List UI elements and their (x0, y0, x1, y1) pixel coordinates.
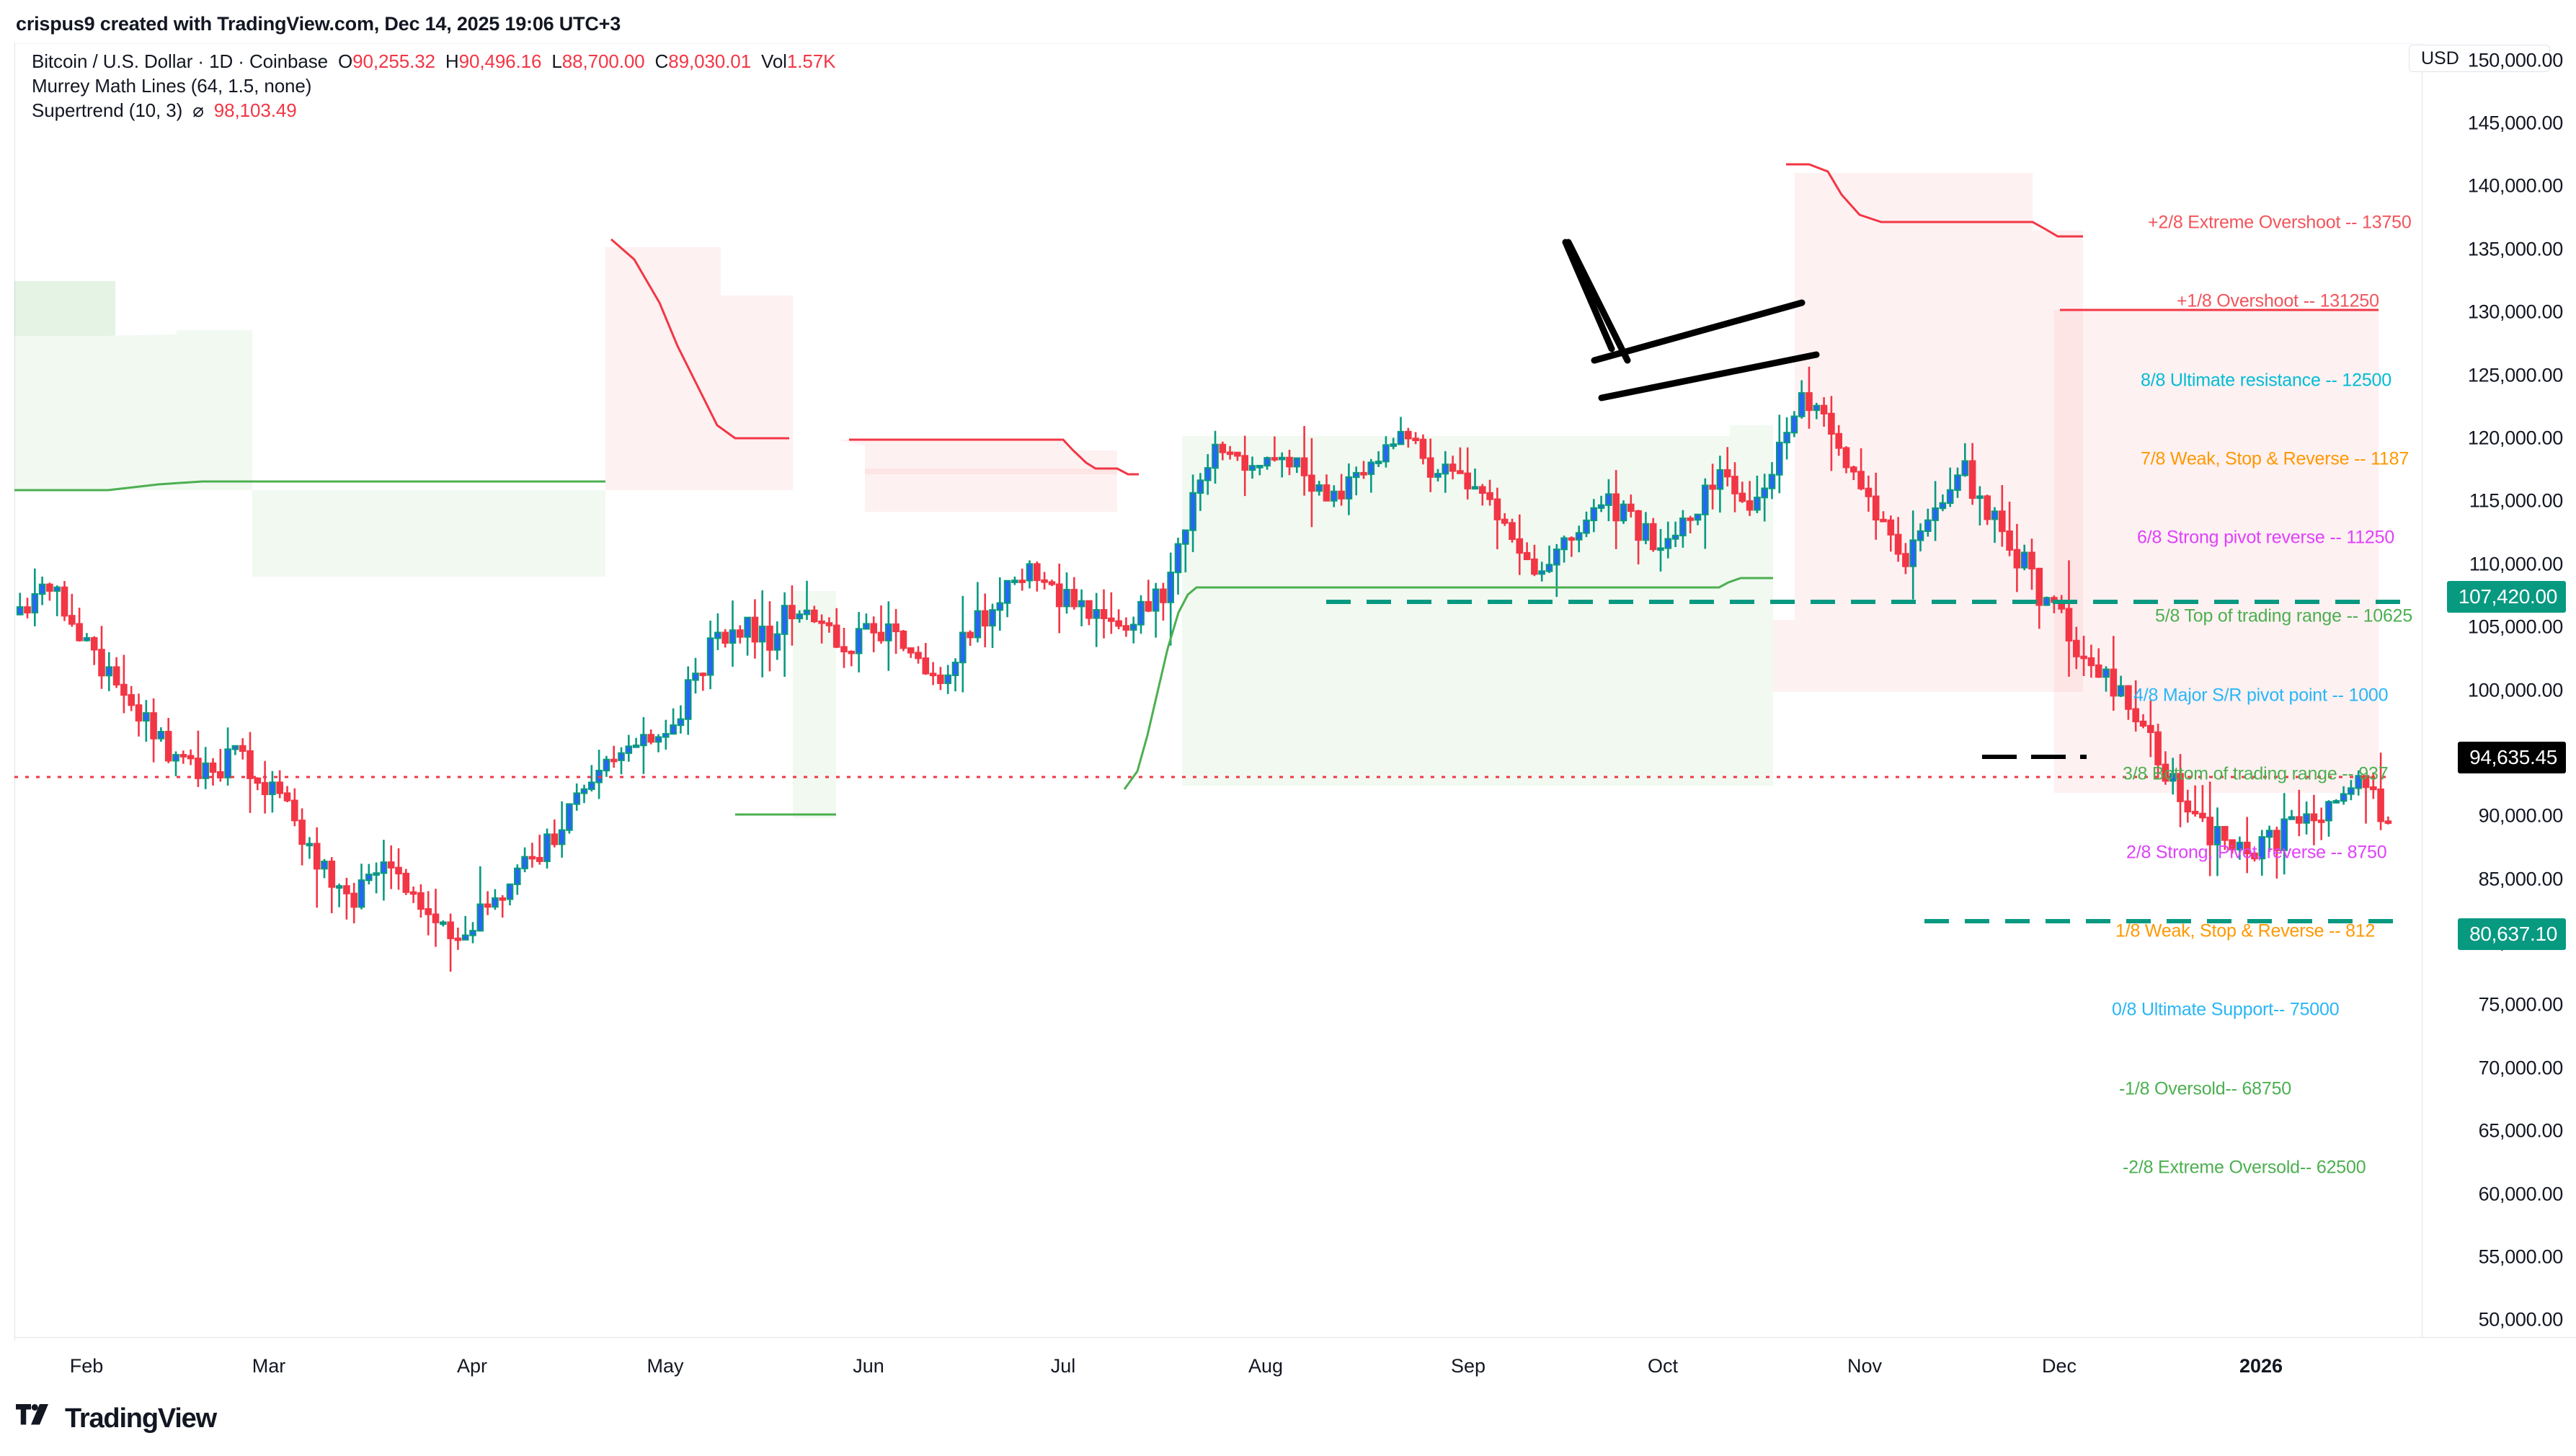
legend-close-value: 89,030.01 (668, 50, 752, 72)
pane-top-divider (14, 43, 2576, 44)
legend-symbol-text[interactable]: Bitcoin / U.S. Dollar · 1D · Coinbase (32, 50, 329, 72)
legend-open-value: 90,255.32 (352, 50, 435, 72)
candlestick-series (16, 366, 2392, 972)
legend-low-key: L (551, 50, 562, 72)
legend-close-key: C (654, 50, 669, 72)
legend-open-key: O (338, 50, 353, 72)
supertrend-bands (14, 173, 2379, 818)
murrey-level-label: -2/8 Extreme Oversold-- 62500 (2123, 1157, 2366, 1178)
trendline-descending-2[interactable] (1565, 239, 1631, 364)
murrey-level-label: 0/8 Ultimate Support-- 75000 (2112, 999, 2340, 1020)
price-badge[interactable]: 94,635.45 (2458, 742, 2566, 774)
murrey-level-label: 3/8 Bottom of trading range -- 937 (2123, 763, 2389, 784)
murrey-level-label: -1/8 Oversold-- 68750 (2119, 1078, 2291, 1099)
legend-low-value: 88,700.00 (561, 50, 645, 72)
murrey-level-label: 8/8 Ultimate resistance -- 12500 (2141, 370, 2391, 391)
price-tick: 110,000.00 (2469, 553, 2563, 575)
price-tick: 115,000.00 (2469, 489, 2563, 512)
price-tick: 65,000.00 (2478, 1119, 2564, 1142)
price-tick: 150,000.00 (2467, 49, 2563, 71)
legend-supertrend-value: 98,103.49 (213, 99, 297, 121)
time-tick: Jul (1050, 1355, 1076, 1377)
time-tick: Apr (456, 1355, 488, 1377)
tradingview-wordmark: TradingView (65, 1403, 217, 1434)
murrey-level-label: 4/8 Major S/R pivot point -- 1000 (2133, 685, 2389, 705)
price-tick: 145,000.00 (2467, 112, 2563, 134)
time-tick: Mar (252, 1355, 286, 1377)
price-tick: 50,000.00 (2478, 1308, 2564, 1331)
currency-label: USD (2421, 48, 2459, 68)
price-tick: 140,000.00 (2467, 174, 2563, 197)
legend-row-supertrend[interactable]: Supertrend (10, 3) ⌀ 98,103.49 (32, 98, 835, 123)
price-tick: 75,000.00 (2478, 993, 2564, 1016)
murrey-dash-5-8 (1326, 600, 2407, 604)
murrey-level-label: +2/8 Extreme Overshoot -- 13750 (2148, 212, 2412, 233)
price-tick: 130,000.00 (2467, 301, 2563, 323)
trendline-descending[interactable] (1562, 239, 1615, 352)
pane-left-divider (14, 43, 15, 1341)
murrey-level-label: 1/8 Weak, Stop & Reverse -- 812 (2115, 920, 2376, 941)
murrey-level-label: 7/8 Weak, Stop & Reverse -- 1187 (2141, 448, 2410, 469)
price-badge[interactable]: 107,420.00 (2446, 580, 2566, 613)
legend-high-key: H (445, 50, 459, 72)
murrey-level-label: 2/8 Strong, Pivot, reverse -- 8750 (2126, 842, 2387, 863)
time-tick: Oct (1647, 1355, 1679, 1377)
price-tick: 55,000.00 (2478, 1246, 2564, 1268)
price-tick: 135,000.00 (2467, 238, 2563, 260)
time-tick: Aug (1248, 1355, 1284, 1377)
murrey-dash-3-8 (1982, 755, 2087, 759)
price-tick: 100,000.00 (2467, 679, 2563, 701)
currency-badge[interactable]: USD (2409, 45, 2550, 72)
murrey-level-label: 6/8 Strong pivot reverse -- 11250 (2137, 527, 2395, 548)
price-tick: 70,000.00 (2478, 1057, 2564, 1079)
price-tick: 85,000.00 (2478, 868, 2564, 890)
price-tick: 90,000.00 (2478, 804, 2564, 827)
tradingview-footer-logo[interactable]: TradingView (16, 1403, 217, 1434)
price-badge[interactable]: 80,637.10 (2458, 918, 2566, 950)
time-axis-divider (14, 1337, 2576, 1338)
tradingview-logo-icon (16, 1404, 55, 1434)
trendline-wedge-lower[interactable] (1598, 351, 1820, 401)
legend-vol-value: 1.57K (786, 50, 836, 72)
legend-row-murrey[interactable]: Murrey Math Lines (64, 1.5, none) (32, 74, 835, 98)
legend-high-value: 90,496.16 (458, 50, 542, 72)
legend-indicator-supertrend[interactable]: Supertrend (10, 3) (32, 99, 183, 121)
trendline-wedge-upper[interactable] (1591, 299, 1806, 364)
price-tick: 125,000.00 (2467, 364, 2563, 386)
attribution-text: crispus9 created with TradingView.com, D… (16, 13, 621, 35)
time-tick: Dec (2041, 1355, 2077, 1377)
time-tick: May (647, 1355, 684, 1377)
murrey-level-label: +1/8 Overshoot -- 131250 (2177, 290, 2379, 311)
time-tick: 2026 (2239, 1355, 2283, 1377)
legend-row-symbol[interactable]: Bitcoin / U.S. Dollar · 1D · Coinbase O90… (32, 49, 835, 74)
time-tick: Feb (69, 1355, 104, 1377)
legend-vol-key: Vol (761, 50, 787, 72)
price-chart-canvas[interactable] (14, 43, 2422, 1337)
legend-indicator-murrey[interactable]: Murrey Math Lines (64, 1.5, none) (32, 75, 312, 97)
price-tick: 60,000.00 (2478, 1183, 2564, 1205)
price-tick: 105,000.00 (2467, 616, 2563, 638)
supertrend-line (14, 163, 2379, 816)
murrey-dash-1-8 (1924, 919, 2407, 923)
trendline-drawings[interactable] (1562, 239, 1820, 401)
price-axis[interactable]: USD 150,000.00 145,000.00 140,000.00 135,00… (2409, 43, 2576, 1337)
time-tick: Sep (1450, 1355, 1486, 1377)
chart-legend[interactable]: Bitcoin / U.S. Dollar · 1D · Coinbase O90… (32, 49, 835, 123)
murrey-level-label: 5/8 Top of trading range -- 10625 (2155, 605, 2413, 626)
time-tick: Jun (853, 1355, 884, 1377)
time-tick: Nov (1847, 1355, 1883, 1377)
price-tick: 120,000.00 (2467, 427, 2563, 449)
average-glyph-icon: ⌀ (192, 99, 204, 121)
